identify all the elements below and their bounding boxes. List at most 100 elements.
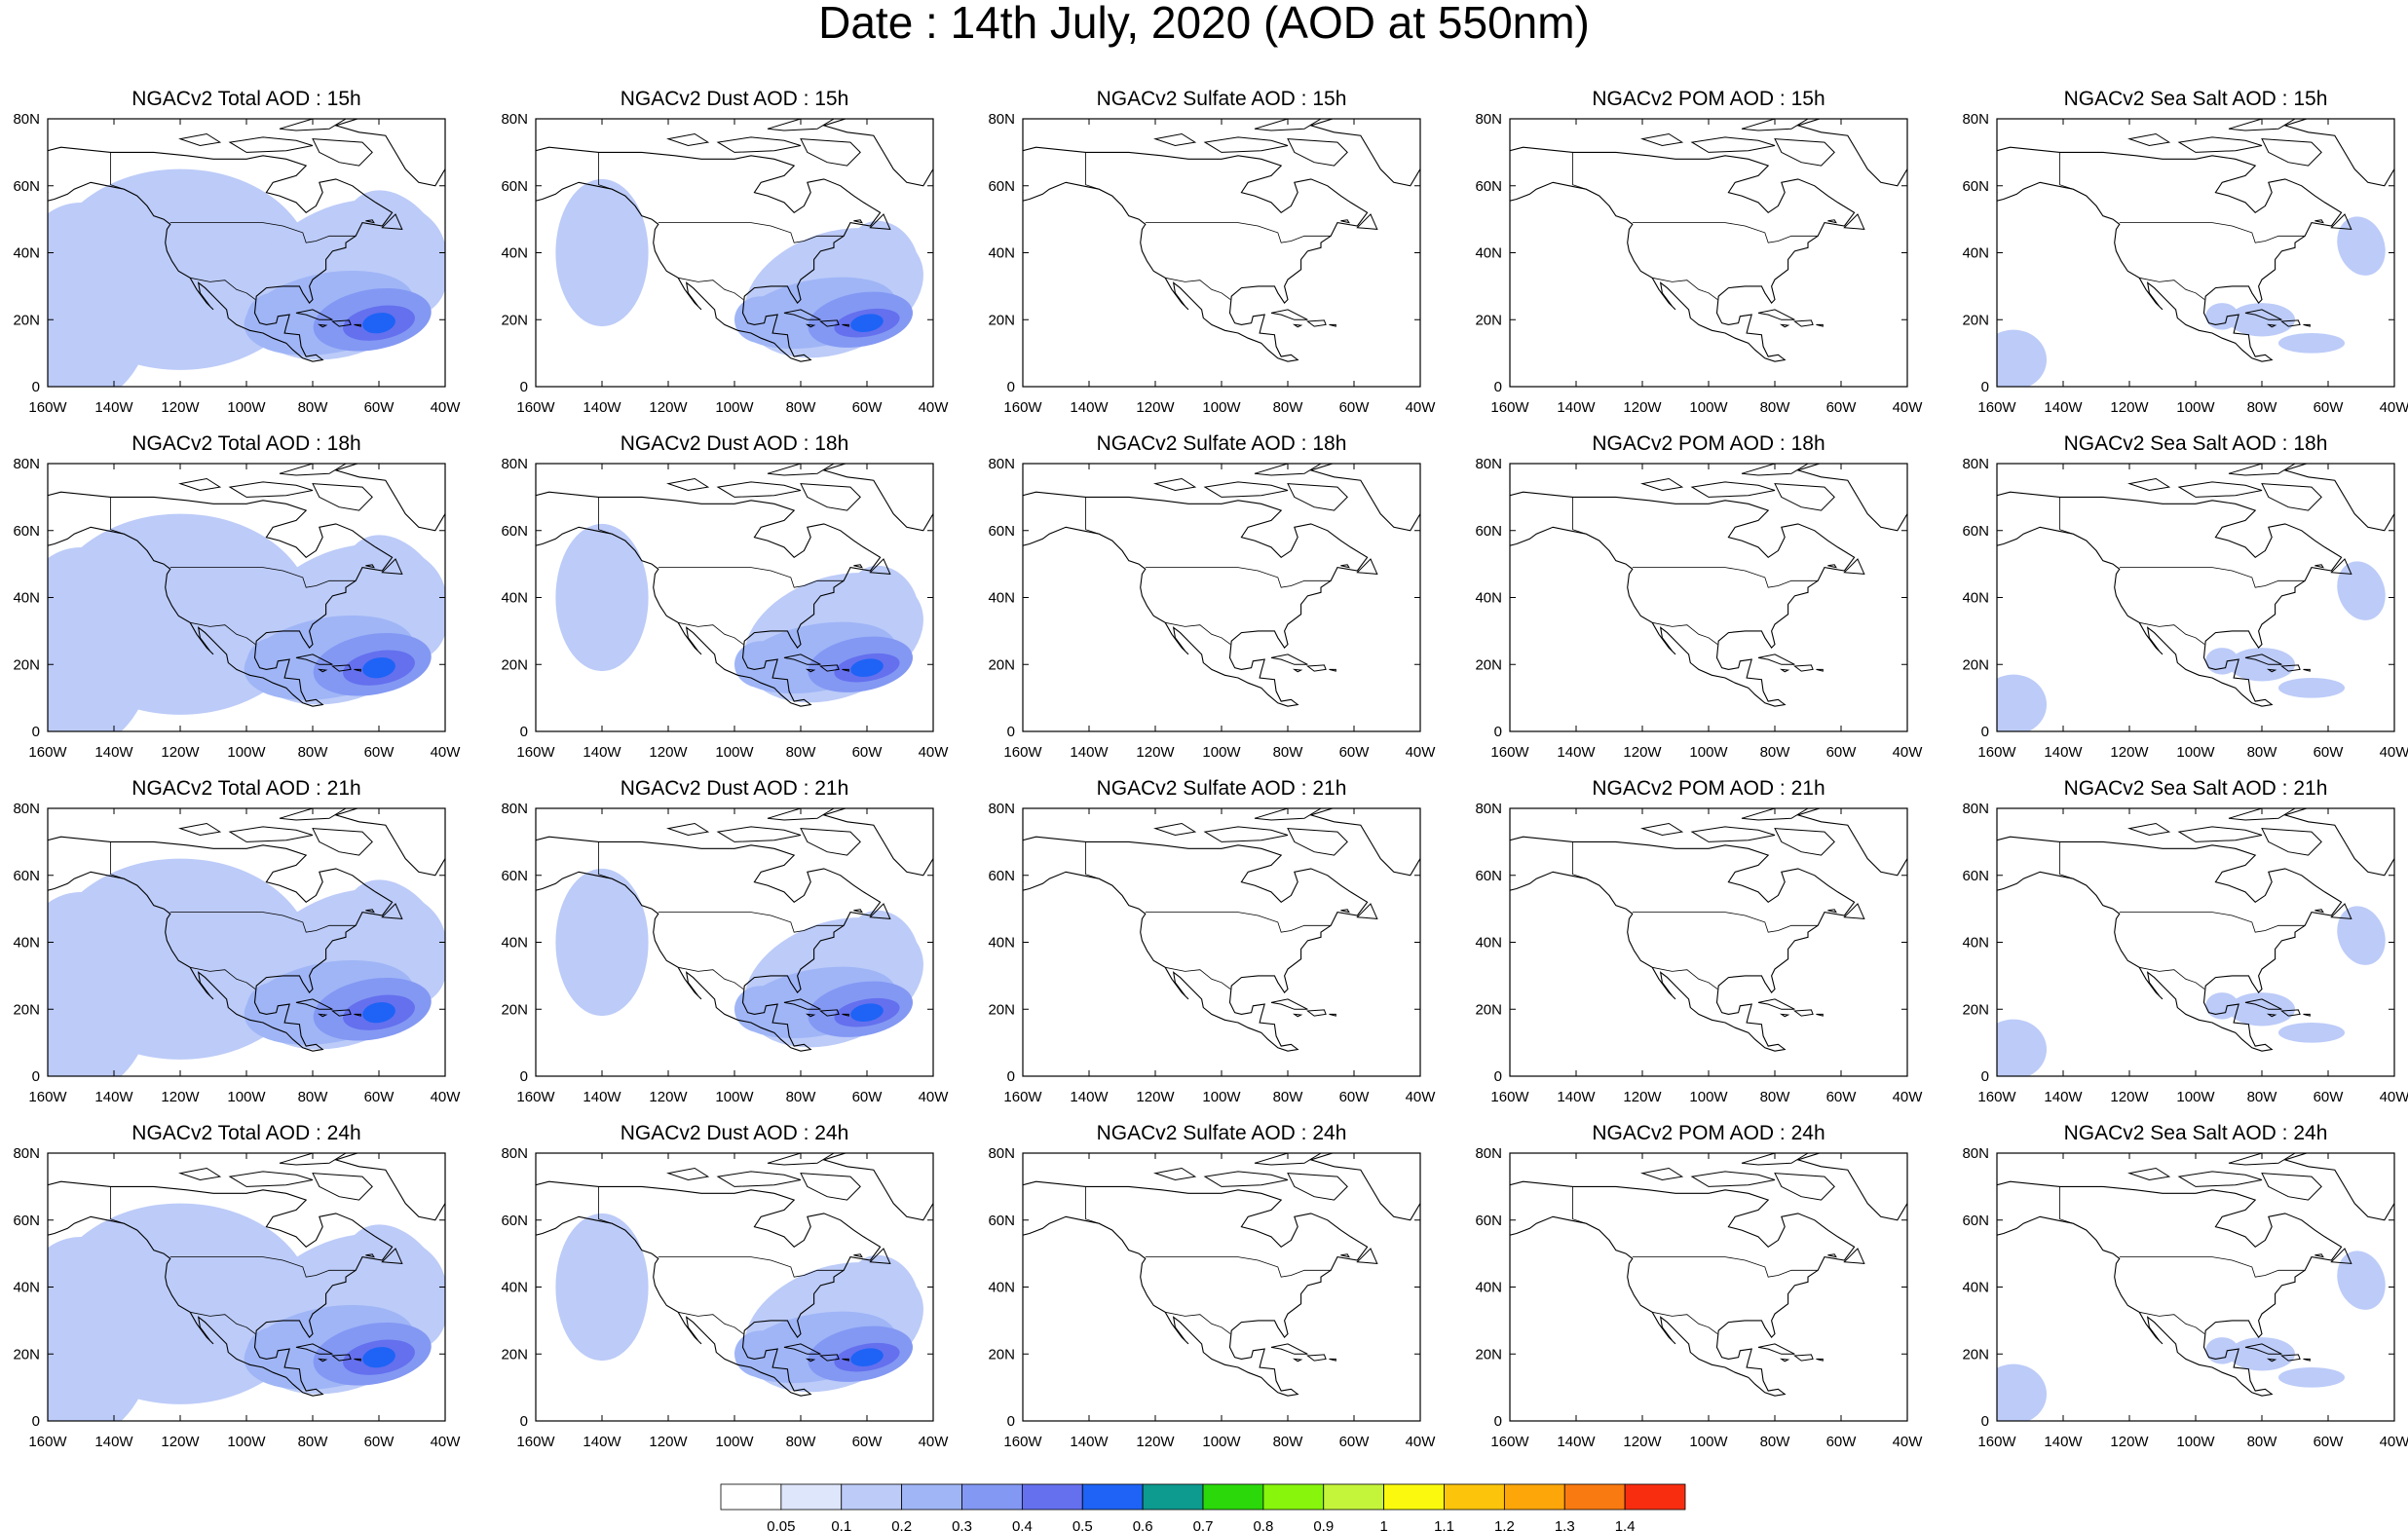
coastline [821, 119, 933, 187]
coastline [2127, 822, 2171, 837]
aod-plume [850, 1003, 884, 1022]
lon-label: 40W [2380, 744, 2408, 761]
lat-label: 40N [988, 935, 1015, 952]
lat-label: 60N [1475, 523, 1502, 540]
map-plot: 0 20N 40N 60N 80N 160W 140W 120W 100W 80W 60W 40W [1962, 456, 2408, 761]
map-plot: 0 20N 40N 60N 80N 160W 140W 120W 100W 80W 60W 40W [1962, 111, 2408, 416]
map-plot: 0 20N 40N 60N 80N 160W 140W 120W 100W 80W 60W 40W [501, 1145, 949, 1450]
lon-label: 80W [1760, 399, 1791, 416]
coastline [767, 464, 835, 476]
coastline [1340, 1253, 1350, 1258]
lat-label: 80N [13, 1145, 40, 1162]
aod-plume [2278, 1023, 2345, 1043]
lat-label: 0 [520, 379, 528, 395]
lat-label: 60N [1962, 178, 1989, 195]
country-border [1632, 567, 1819, 588]
coastline [2266, 668, 2277, 673]
lon-label: 40W [1893, 744, 1924, 761]
coastline [1329, 323, 1336, 327]
lat-label: 0 [1981, 1413, 1989, 1430]
coastline [178, 822, 222, 837]
colorbar-swatch [1563, 1483, 1626, 1511]
lon-label: 60W [852, 1434, 884, 1450]
coastline [842, 1358, 849, 1362]
map-panel: NGACv2 Dust AOD : 15h 0 20N 40N 60N 80N 160W 14… [501, 88, 949, 416]
lon-label: 100W [715, 744, 754, 761]
map-plot: 0 20N 40N 60N 80N 160W 140W 120W 100W 80W 60W 40W [501, 111, 949, 416]
coastline [1690, 136, 1776, 153]
coastline [1308, 464, 1420, 532]
country-border [1632, 222, 1819, 243]
coastline [1741, 464, 1809, 476]
lon-label: 140W [94, 744, 133, 761]
country-border [190, 621, 256, 645]
aod-plume [734, 1330, 788, 1378]
coastline [1203, 826, 1289, 842]
colorbar-swatch [1444, 1483, 1505, 1511]
lon-label: 140W [1070, 744, 1109, 761]
aod-plume [2278, 333, 2345, 354]
country-border [1632, 912, 1819, 933]
lon-label: 120W [649, 399, 688, 416]
lat-label: 20N [1475, 656, 1502, 673]
coastline [783, 309, 821, 320]
coastline [1795, 119, 1907, 187]
coastline [1203, 1171, 1289, 1187]
lat-label: 0 [32, 724, 40, 740]
lat-label: 40N [1475, 245, 1502, 262]
coastline [365, 909, 375, 914]
coastline [1793, 319, 1814, 327]
coastline [2127, 132, 2171, 147]
coastline [178, 132, 222, 147]
country-border [110, 841, 125, 879]
coastline [767, 808, 835, 821]
lon-label: 160W [516, 1434, 555, 1450]
coastline [1308, 808, 1420, 877]
lon-label: 160W [1977, 1434, 2016, 1450]
lon-label: 40W [1406, 1089, 1437, 1105]
lon-label: 60W [2314, 1434, 2345, 1450]
country-border [1572, 841, 1587, 879]
coastline [317, 1013, 328, 1018]
lon-label: 160W [28, 744, 67, 761]
country-border [169, 912, 357, 933]
coastline [666, 132, 710, 147]
coastline [1640, 477, 1684, 492]
coastline [228, 481, 314, 498]
coastline [1757, 653, 1795, 665]
lon-label: 120W [161, 1089, 200, 1105]
country-border [2139, 621, 2205, 645]
lon-label: 80W [786, 399, 817, 416]
country-border [169, 222, 357, 243]
lon-label: 60W [1826, 744, 1858, 761]
colorbar-swatch [901, 1483, 962, 1511]
colorbar-swatch [720, 1483, 782, 1511]
coastline [2127, 477, 2171, 492]
aod-plume [362, 1347, 395, 1368]
coastline [331, 319, 352, 327]
coastline [2228, 1153, 2296, 1166]
panel-title: NGACv2 Sulfate AOD : 21h [1096, 777, 1347, 800]
lat-label: 80N [501, 456, 528, 472]
coastline [716, 481, 802, 498]
aod-plume [734, 641, 788, 689]
coastline [800, 828, 861, 856]
lon-label: 80W [1273, 1089, 1304, 1105]
lon-label: 140W [2044, 399, 2083, 416]
map-panel: NGACv2 Sea Salt AOD : 24h 0 20N 40N 60N 80N 16… [1962, 1122, 2408, 1450]
coastline [1356, 558, 1378, 575]
colorbar-swatch [1142, 1483, 1204, 1511]
lon-label: 100W [1689, 1089, 1728, 1105]
lon-label: 100W [715, 399, 754, 416]
lon-label: 100W [1202, 744, 1241, 761]
aod-plume [555, 868, 649, 1017]
coastline [312, 483, 373, 511]
coastline [1270, 1343, 1308, 1355]
coastline [2177, 136, 2263, 153]
lat-label: 0 [1007, 379, 1015, 395]
coastline [365, 564, 375, 569]
lat-label: 60N [988, 523, 1015, 540]
lat-label: 20N [988, 656, 1015, 673]
lat-label: 60N [1475, 178, 1502, 195]
